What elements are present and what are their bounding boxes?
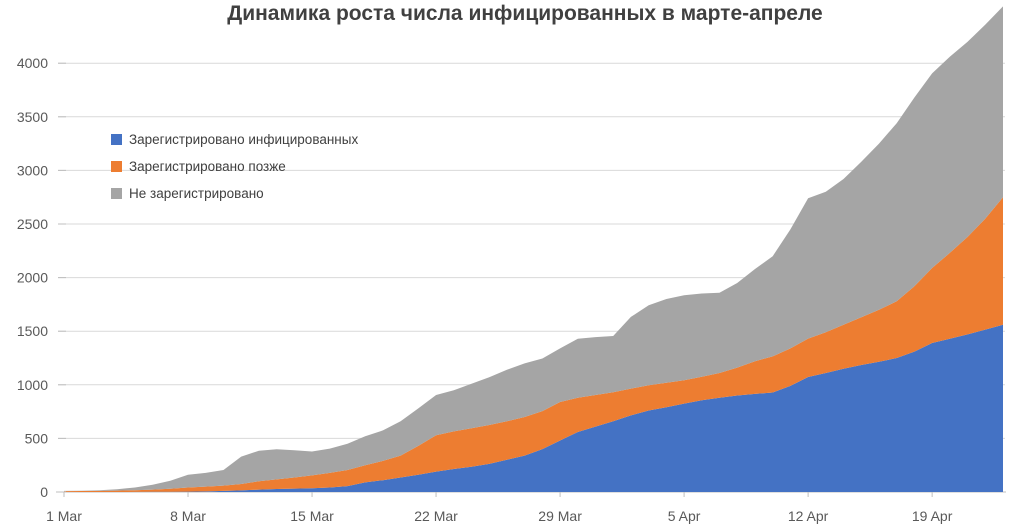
x-tick-label: 8 Mar [170, 508, 206, 524]
legend-swatch-0 [111, 134, 122, 145]
y-tick-label: 1000 [17, 377, 48, 393]
y-tick-label: 1500 [17, 323, 48, 339]
x-tick-label: 5 Apr [668, 508, 701, 524]
y-tick-label: 4000 [17, 55, 48, 71]
x-tick-label: 1 Mar [46, 508, 82, 524]
y-tick-label: 0 [40, 484, 48, 500]
y-tick-label: 500 [25, 430, 49, 446]
x-tick-label: 12 Apr [788, 508, 829, 524]
x-tick-label: 15 Mar [290, 508, 334, 524]
legend: Зарегистрировано инфицированных Зарегист… [111, 126, 358, 207]
y-tick-label: 3500 [17, 109, 48, 125]
legend-label-registered-infected: Зарегистрировано инфицированных [129, 132, 359, 147]
legend-item-registered-later: Зарегистрировано позже [111, 153, 358, 180]
y-tick-label: 2000 [17, 270, 48, 286]
legend-label-not-registered: Не зарегистрировано [129, 186, 264, 201]
area-series-2 [64, 6, 1003, 492]
legend-swatch-1 [111, 161, 122, 172]
y-tick-label: 3000 [17, 162, 48, 178]
chart-title: Динамика роста числа инфицированных в ма… [227, 2, 823, 25]
legend-item-registered-infected: Зарегистрировано инфицированных [111, 126, 358, 153]
legend-label-registered-later: Зарегистрировано позже [129, 159, 286, 174]
legend-item-not-registered: Не зарегистрировано [111, 180, 358, 207]
area-series-1 [64, 197, 1003, 492]
y-tick-label: 2500 [17, 216, 48, 232]
x-tick-label: 22 Mar [414, 508, 458, 524]
x-tick-label: 29 Mar [538, 508, 582, 524]
x-tick-label: 19 Apr [912, 508, 953, 524]
legend-swatch-2 [111, 188, 122, 199]
area-series-0 [64, 324, 1003, 492]
